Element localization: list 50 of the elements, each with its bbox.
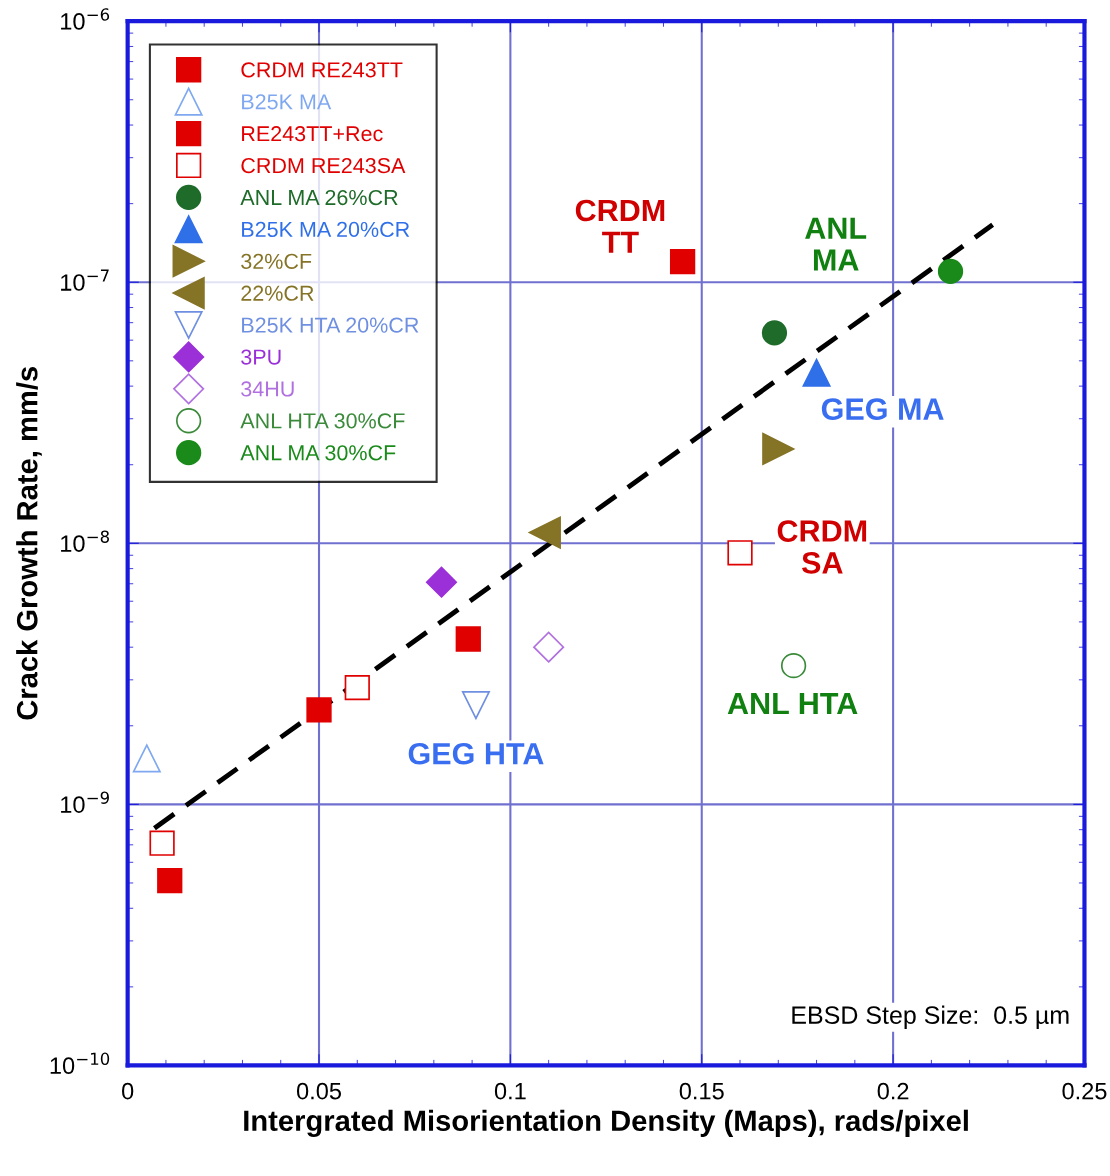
point — [149, 830, 175, 856]
legend-label: ANL MA 26%CR — [240, 189, 398, 206]
point — [306, 697, 332, 723]
annotation: EBSD Step Size: 0.5 µm — [792, 1005, 1069, 1029]
y-tick-label: 10$^{−7}$ — [61, 269, 109, 291]
annotation: ANL MA — [805, 217, 867, 271]
y-axis-title: Crack Growth Rate, mm/s — [16, 367, 42, 720]
legend-label: 34HU — [241, 381, 294, 397]
legend-label: B25K MA 20%CR — [242, 221, 410, 238]
point — [344, 675, 370, 701]
annotation: ANL HTA — [727, 693, 858, 715]
annotation: GEG MA — [821, 398, 944, 420]
x-tick-label: 0.15 — [679, 1082, 724, 1100]
x-tick-label: 0 — [122, 1082, 134, 1100]
point — [780, 652, 807, 679]
point — [762, 432, 795, 465]
y-tick-label: 10$^{−8}$ — [61, 530, 109, 552]
annotation: GEG HTA — [408, 742, 544, 765]
legend-label: B25K HTA 20%CR — [242, 317, 419, 333]
legend-label: 3PU — [241, 349, 281, 365]
x-tick-label: 0.1 — [494, 1082, 526, 1100]
point — [157, 868, 183, 894]
point — [528, 516, 561, 549]
x-tick-label: 0.05 — [296, 1082, 341, 1100]
y-tick-label: 10$^{−10}$ — [50, 1052, 110, 1075]
point — [669, 248, 696, 275]
y-tick-label: 10$^{−9}$ — [61, 791, 109, 813]
point — [727, 540, 753, 566]
legend-label: CRDM RE243SA — [241, 157, 406, 174]
legend-label: 22%CR — [241, 285, 314, 301]
x-tick-label: 0.25 — [1062, 1082, 1107, 1100]
point — [132, 744, 161, 773]
annotation: CRDM TT — [575, 199, 665, 253]
legend-label: 32%CF — [241, 253, 312, 269]
point — [802, 358, 831, 387]
annotation: CRDM SA — [777, 520, 867, 574]
point — [937, 258, 964, 285]
y-tick-label: 10$^{−6}$ — [61, 8, 110, 30]
point — [533, 631, 565, 663]
point — [425, 566, 458, 598]
legend-label: ANL HTA 30%CF — [240, 413, 405, 429]
legend-label: ANL MA 30%CF — [240, 445, 396, 461]
point — [461, 691, 490, 720]
legend-label: CRDM RE243TT — [241, 62, 403, 78]
x-axis-title: Intergrated Misorientation Density (Maps), rads/pixel — [244, 1109, 968, 1137]
point — [455, 626, 481, 652]
legend-label: RE243TT+Rec — [242, 126, 383, 142]
legend-label: B25K MA — [242, 94, 332, 110]
point — [761, 320, 788, 346]
x-tick-label: 0.2 — [877, 1082, 909, 1100]
